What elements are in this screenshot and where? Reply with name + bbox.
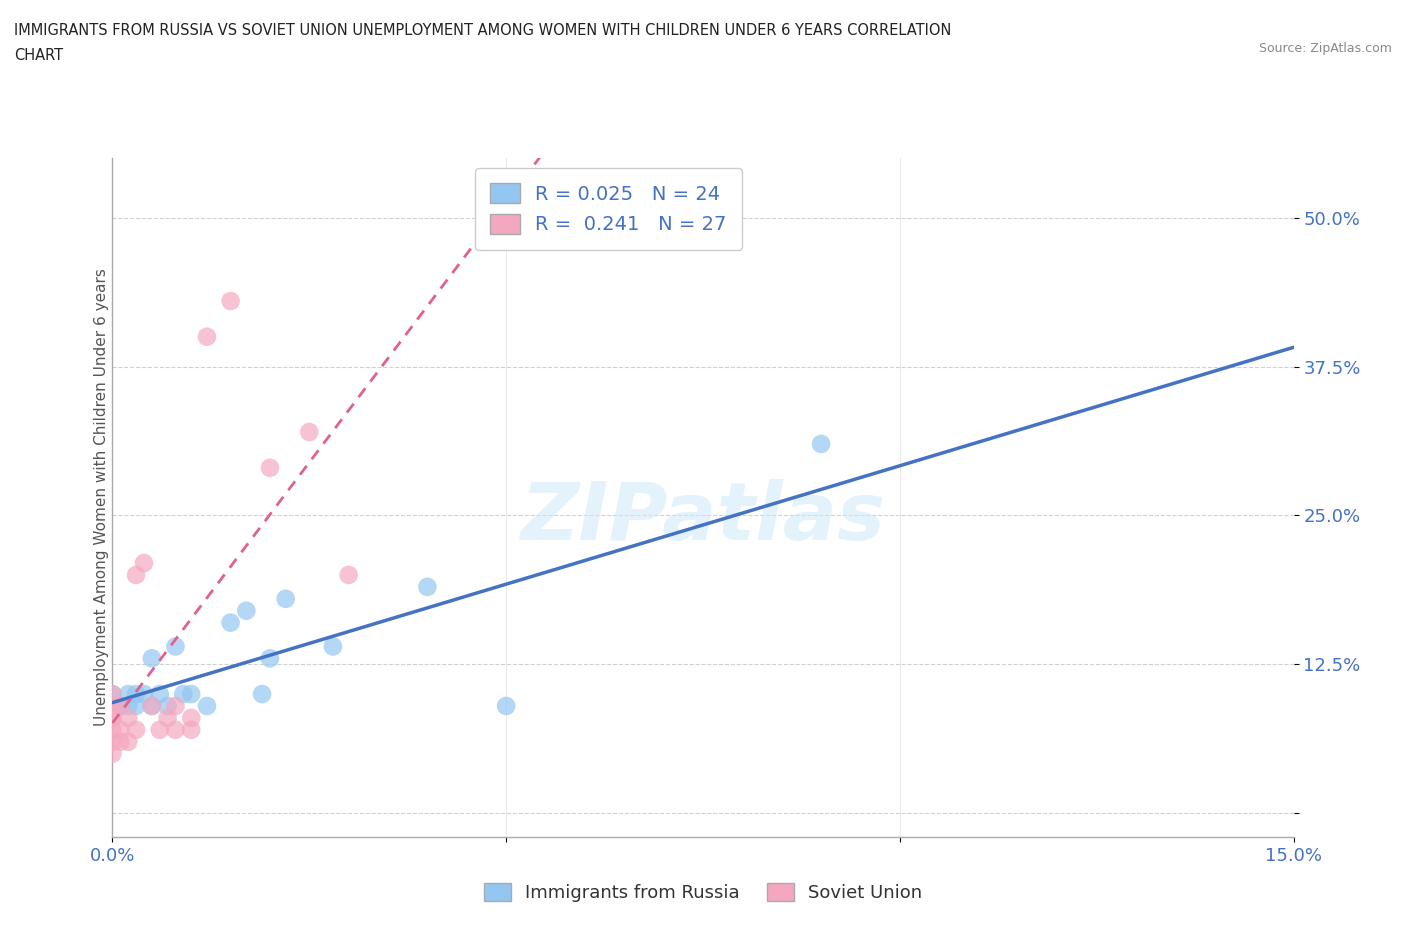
Point	[125, 567, 148, 582]
Point	[259, 651, 281, 666]
Point	[156, 711, 179, 725]
Point	[259, 460, 281, 475]
Point	[322, 639, 344, 654]
Point	[810, 436, 832, 451]
Point	[110, 735, 132, 750]
Point	[132, 686, 155, 701]
Point	[156, 698, 179, 713]
Point	[141, 698, 163, 713]
Legend: Immigrants from Russia, Soviet Union: Immigrants from Russia, Soviet Union	[477, 876, 929, 910]
Point	[195, 329, 218, 344]
Point	[337, 567, 360, 582]
Point	[149, 723, 172, 737]
Point	[101, 723, 124, 737]
Point	[219, 294, 242, 309]
Point	[117, 735, 139, 750]
Point	[101, 735, 124, 750]
Point	[172, 686, 194, 701]
Point	[125, 723, 148, 737]
Point	[235, 604, 257, 618]
Point	[180, 711, 202, 725]
Text: IMMIGRANTS FROM RUSSIA VS SOVIET UNION UNEMPLOYMENT AMONG WOMEN WITH CHILDREN UN: IMMIGRANTS FROM RUSSIA VS SOVIET UNION U…	[14, 23, 952, 38]
Point	[101, 711, 124, 725]
Point	[165, 723, 187, 737]
Point	[101, 686, 124, 701]
Point	[274, 591, 297, 606]
Point	[110, 723, 132, 737]
Text: ZIPatlas: ZIPatlas	[520, 479, 886, 557]
Point	[101, 686, 124, 701]
Point	[141, 651, 163, 666]
Point	[180, 686, 202, 701]
Point	[141, 698, 163, 713]
Point	[165, 639, 187, 654]
Point	[117, 686, 139, 701]
Point	[132, 555, 155, 570]
Point	[180, 723, 202, 737]
Point	[219, 615, 242, 630]
Point	[250, 686, 273, 701]
Text: CHART: CHART	[14, 48, 63, 63]
Point	[149, 686, 172, 701]
Point	[117, 698, 139, 713]
Point	[117, 711, 139, 725]
Point	[125, 686, 148, 701]
Point	[195, 698, 218, 713]
Point	[110, 698, 132, 713]
Point	[101, 746, 124, 761]
Point	[416, 579, 439, 594]
Point	[125, 698, 148, 713]
Point	[101, 711, 124, 725]
Point	[101, 698, 124, 713]
Point	[110, 698, 132, 713]
Text: Source: ZipAtlas.com: Source: ZipAtlas.com	[1258, 42, 1392, 55]
Y-axis label: Unemployment Among Women with Children Under 6 years: Unemployment Among Women with Children U…	[94, 269, 108, 726]
Point	[495, 698, 517, 713]
Point	[165, 698, 187, 713]
Point	[298, 425, 321, 440]
